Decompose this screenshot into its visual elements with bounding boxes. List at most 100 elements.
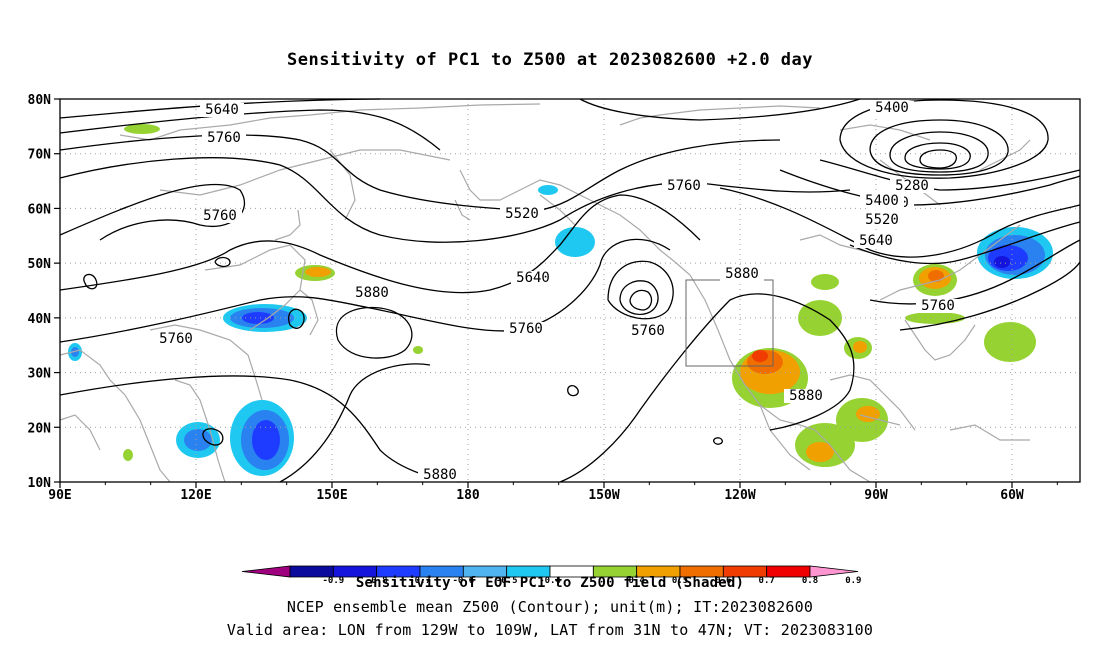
contour-line (59, 134, 781, 211)
coastline (299, 289, 319, 336)
map-axes: 90E 120E 150E 180 150W 120W 90W 60W 80N 70N 60N 50N… (28, 93, 1058, 503)
contour-label: 5760 (203, 208, 237, 224)
lat-label: 60N (28, 202, 52, 217)
coastline (274, 209, 301, 241)
lon-label: 90W (864, 488, 888, 503)
lat-label: 50N (28, 257, 52, 272)
contour-label-bg (916, 299, 960, 313)
lat-label: 30N (28, 367, 52, 382)
lat-label: 20N (28, 421, 52, 436)
contour-line (59, 109, 441, 151)
contour-line (567, 385, 579, 397)
lat-label: 40N (28, 312, 52, 327)
contour-label: 5520 (505, 206, 539, 222)
map-frame (59, 98, 1081, 483)
lon-label: 120W (724, 488, 755, 503)
contour-label-bg (890, 179, 934, 193)
coastline (619, 105, 821, 126)
coastline (204, 244, 306, 331)
contour-labels: 5400540052805400552056405520564057605760… (154, 100, 960, 483)
contour-line (904, 142, 971, 170)
contour-line (59, 183, 246, 241)
contour-line (719, 187, 1081, 258)
contour-line (59, 238, 671, 343)
shaded-region (984, 322, 1036, 362)
lon-label: 150E (316, 488, 347, 503)
colorbar-label: 0.9 (845, 576, 861, 586)
colorbar: -0.9 -0.8 -0.7 -0.6 -0.5 -0.4 0.4 0.5 0.6 0.7 0.8 0… (241, 565, 861, 586)
shaded-region (413, 346, 423, 354)
contour-label: 5640 (205, 102, 239, 118)
shaded-region (752, 350, 768, 362)
contour-label: 5880 (423, 467, 457, 483)
contour-label-bg (720, 267, 764, 281)
colorbar-label: -0.5 (496, 576, 518, 586)
contour-line (869, 119, 1009, 176)
colorbar-label: 0.5 (672, 576, 688, 586)
contour-label: 5760 (509, 321, 543, 337)
contour-label-bg (854, 234, 898, 248)
map-title: Sensitivity of PC1 to Z500 at 2023082600… (286, 50, 813, 70)
shaded-region (252, 420, 280, 460)
contour-label-bg (662, 179, 706, 193)
contour-label: 5640 (859, 233, 893, 249)
contour-label-bg (154, 331, 198, 345)
colorbar-label: 0.7 (759, 576, 775, 586)
contour-line (83, 273, 98, 290)
contour-label: 5280 (895, 178, 929, 194)
contour-label: 5880 (355, 285, 389, 301)
colorbar-label: -0.7 (409, 576, 431, 586)
contour-label: 5520 (865, 212, 899, 228)
contour-label: 5760 (667, 178, 701, 194)
sensitivity-shading (68, 124, 1053, 476)
contour-line (335, 306, 413, 359)
coastline (119, 103, 541, 141)
coastline (839, 124, 931, 141)
colorbar-label: -0.9 (322, 576, 344, 586)
contour-line (202, 428, 224, 446)
contour-line (899, 261, 1081, 331)
contour-line (919, 149, 958, 169)
z500-contours (59, 98, 1081, 483)
colorbar-right-arrow (809, 565, 859, 578)
shaded-region (853, 341, 867, 353)
coastline (759, 404, 811, 471)
coastlines (59, 103, 1031, 483)
contour-line (889, 131, 989, 173)
contour-line (619, 280, 659, 315)
contour-label: 5640 (516, 270, 550, 286)
shaded-region (305, 267, 331, 277)
contour-label: 5760 (207, 130, 241, 146)
shaded-region (184, 429, 212, 451)
coastline (949, 424, 1030, 441)
contour-label-bg (860, 194, 904, 208)
coastline (459, 169, 676, 263)
coastline (859, 414, 901, 426)
contour-line (819, 159, 1081, 191)
lon-label: 180 (456, 488, 480, 503)
shaded-region (555, 227, 595, 257)
contour-line (629, 289, 653, 311)
contour-label: 5400 (875, 100, 909, 116)
contour-label: 5880 (725, 266, 759, 282)
contour-label-bg (511, 271, 555, 285)
contour-line (59, 157, 851, 243)
colorbar-label: 0.4 (629, 576, 646, 586)
contour-label-bg (198, 209, 242, 223)
colorbar-label: 0.8 (802, 576, 818, 586)
contour-line (579, 98, 861, 121)
contour-label: 5880 (789, 388, 823, 404)
lon-label: 90E (48, 488, 71, 503)
colorbar-label: -0.4 (539, 576, 561, 586)
contour-line (214, 256, 231, 268)
contour-label-bg (418, 468, 462, 482)
colorbar-label: 0.6 (715, 576, 731, 586)
contour-label-bg (870, 101, 914, 115)
shaded-region (71, 347, 79, 357)
shaded-region (242, 312, 274, 324)
lon-label: 150W (588, 488, 619, 503)
contour-line (288, 308, 305, 329)
coastline (879, 224, 1021, 301)
lon-label: 60W (1000, 488, 1024, 503)
